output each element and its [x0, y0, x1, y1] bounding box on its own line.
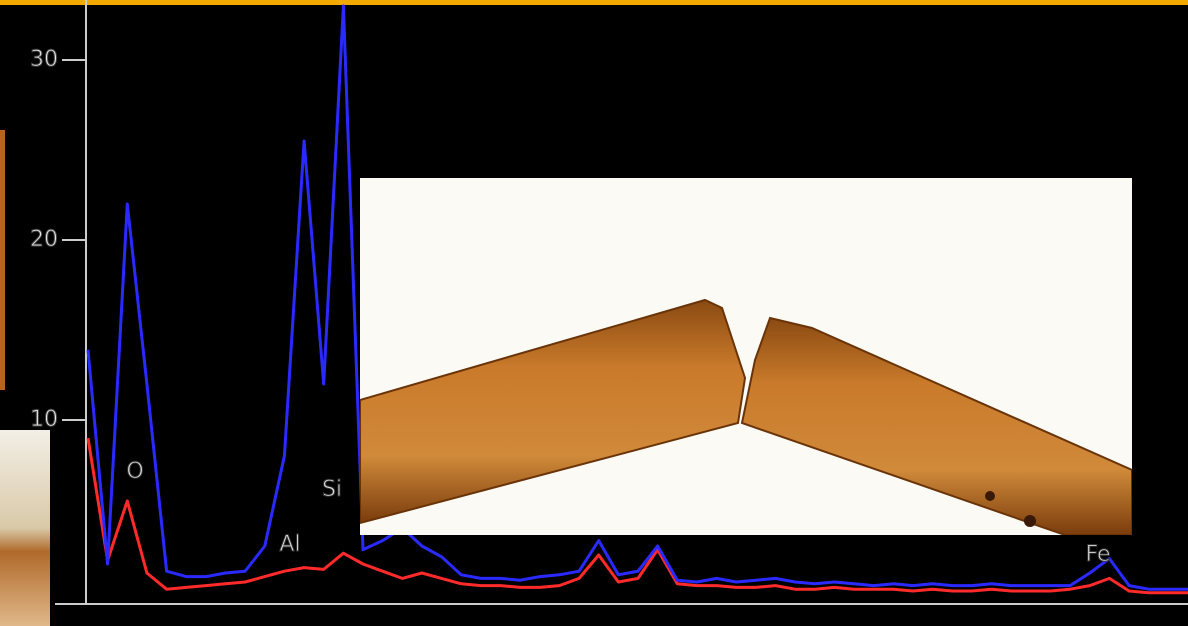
element-label: O — [126, 459, 143, 484]
screen: 10 20 30 O Al Si Fe — [0, 0, 1188, 626]
side-photo — [0, 130, 5, 390]
y-tick-label: 10 — [30, 407, 58, 432]
element-label: Al — [279, 532, 300, 557]
element-label: Si — [322, 477, 342, 502]
y-tick-label: 30 — [30, 47, 58, 72]
y-tick-label: 20 — [30, 227, 58, 252]
top-border — [0, 0, 1188, 5]
side-photo — [0, 430, 50, 626]
photo-image — [360, 178, 1132, 535]
sample-photo — [360, 178, 1132, 535]
element-label: Fe — [1086, 542, 1111, 567]
